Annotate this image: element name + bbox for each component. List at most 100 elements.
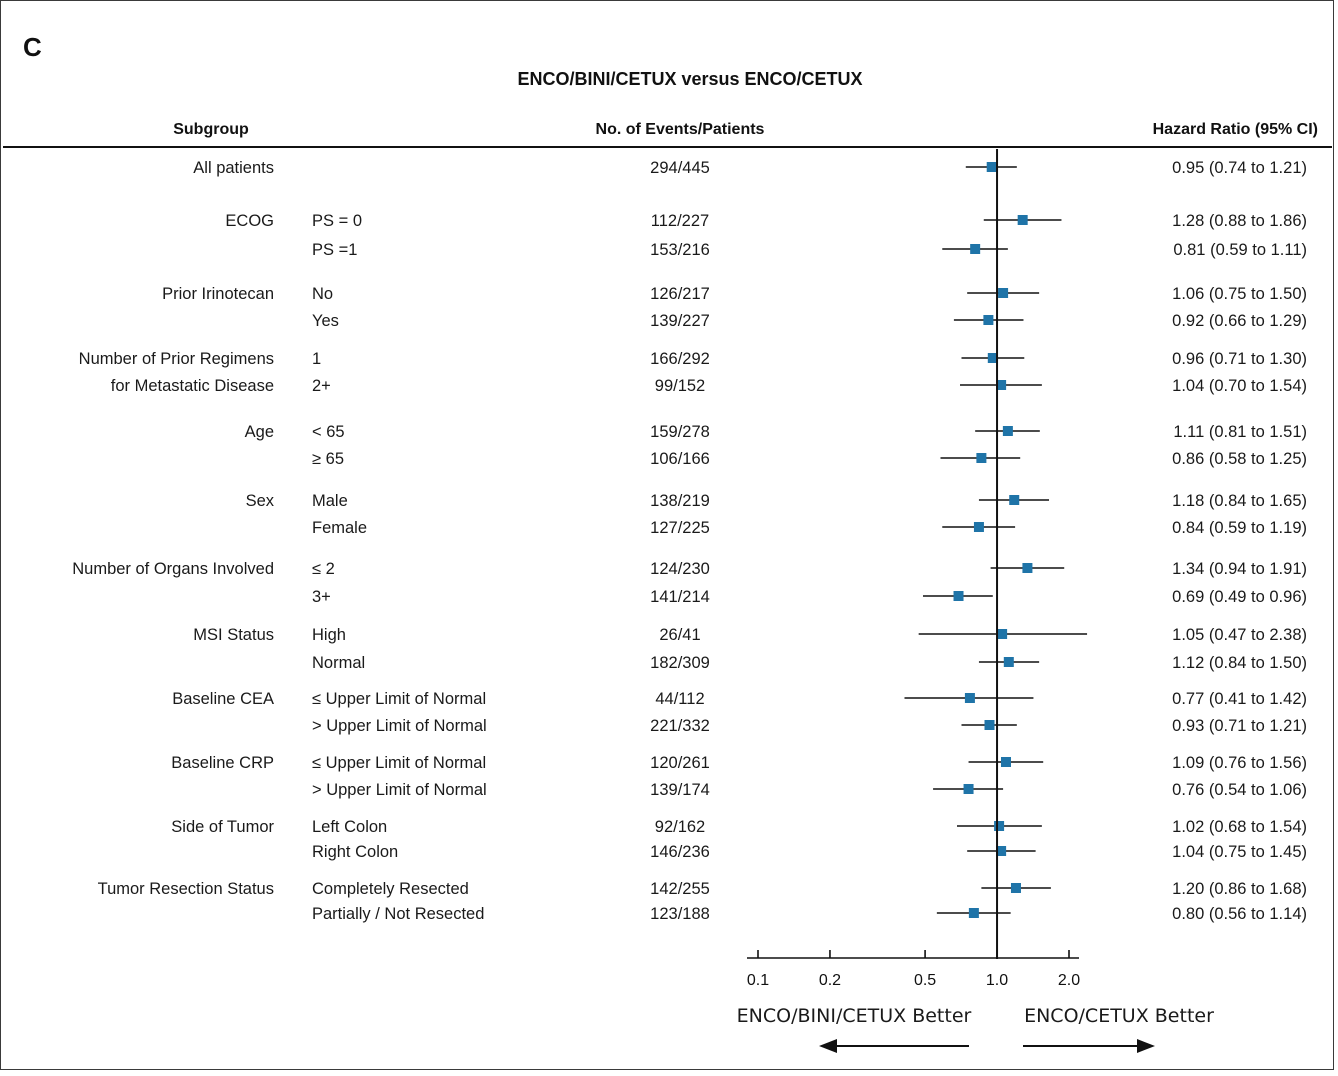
row-hazard-ratio: 1.18 (0.84 to 1.65) (1172, 492, 1307, 510)
row-group-label: MSI Status (193, 626, 274, 644)
left-favors-label: ENCO/BINI/CETUX Better (737, 1005, 972, 1027)
row-subgroup-label: ≤ 2 (312, 560, 335, 578)
row-subgroup-label: > Upper Limit of Normal (312, 781, 487, 799)
row-events: 112/227 (651, 212, 709, 230)
row-hazard-ratio: 0.86 (0.58 to 1.25) (1172, 450, 1307, 468)
row-hazard-ratio: 1.04 (0.75 to 1.45) (1172, 843, 1307, 861)
row-subgroup-label: Right Colon (312, 843, 398, 861)
hr-marker (964, 693, 975, 703)
row-hazard-ratio: 0.81 (0.59 to 1.11) (1173, 241, 1307, 259)
hr-marker (996, 846, 1007, 856)
row-events: 142/255 (650, 880, 710, 898)
row-subgroup-label: Left Colon (312, 818, 387, 836)
row-group-label: Baseline CRP (171, 754, 274, 772)
hr-marker (976, 453, 987, 463)
row-events: 294/445 (650, 159, 710, 177)
chart-title: ENCO/BINI/CETUX versus ENCO/CETUX (517, 69, 862, 89)
row-hazard-ratio: 0.95 (0.74 to 1.21) (1172, 159, 1307, 177)
row-hazard-ratio: 1.02 (0.68 to 1.54) (1172, 818, 1307, 836)
x-tick-label: 2.0 (1058, 972, 1080, 989)
x-tick-label: 0.5 (914, 972, 936, 989)
row-group-label: Tumor Resection Status (98, 880, 274, 898)
row-events: 182/309 (650, 654, 710, 672)
hr-marker (983, 315, 994, 325)
row-subgroup-label: Male (312, 492, 348, 510)
row-subgroup-label: > Upper Limit of Normal (312, 717, 487, 735)
row-subgroup-label: 1 (312, 350, 321, 368)
x-tick-label: 0.2 (819, 972, 841, 989)
row-events: 92/162 (655, 818, 705, 836)
header-events: No. of Events/Patients (596, 121, 765, 138)
row-subgroup-label: 2+ (312, 377, 331, 395)
row-group-label: Number of Prior Regimens (79, 350, 274, 368)
right-favors-label: ENCO/CETUX Better (1024, 1005, 1214, 1027)
left-arrow-icon (819, 1039, 837, 1053)
hr-marker (996, 380, 1007, 390)
row-group-label: All patients (193, 159, 274, 177)
row-hazard-ratio: 1.28 (0.88 to 1.86) (1172, 212, 1307, 230)
row-hazard-ratio: 1.06 (0.75 to 1.50) (1172, 285, 1307, 303)
row-subgroup-label: Yes (312, 312, 339, 330)
hr-marker (994, 821, 1005, 831)
row-hazard-ratio: 1.20 (0.86 to 1.68) (1172, 880, 1307, 898)
row-events: 138/219 (650, 492, 710, 510)
row-subgroup-label: Normal (312, 654, 365, 672)
row-subgroup-label: ≥ 65 (312, 450, 344, 468)
row-group-label: Age (245, 423, 274, 441)
header-hazard-ratio: Hazard Ratio (95% CI) (1153, 121, 1318, 138)
row-subgroup-label: PS =1 (312, 241, 357, 259)
hr-marker (970, 244, 981, 254)
row-subgroup-label: No (312, 285, 333, 303)
row-events: 126/217 (650, 285, 710, 303)
row-hazard-ratio: 0.96 (0.71 to 1.30) (1172, 350, 1307, 368)
hr-marker (1009, 495, 1020, 505)
panel-label: C (23, 32, 42, 62)
row-hazard-ratio: 1.11 (0.81 to 1.51) (1173, 423, 1307, 441)
row-subgroup-label: ≤ Upper Limit of Normal (312, 754, 486, 772)
row-subgroup-label: 3+ (312, 588, 331, 606)
row-hazard-ratio: 0.77 (0.41 to 1.42) (1172, 690, 1307, 708)
row-hazard-ratio: 0.84 (0.59 to 1.19) (1172, 519, 1307, 537)
hr-marker (953, 591, 964, 601)
row-hazard-ratio: 1.04 (0.70 to 1.54) (1172, 377, 1307, 395)
hr-marker (997, 629, 1008, 639)
x-tick-label: 1.0 (986, 972, 1008, 989)
hr-marker (1000, 757, 1011, 767)
row-events: 153/216 (650, 241, 710, 259)
hr-marker (1002, 426, 1013, 436)
row-subgroup-label: Completely Resected (312, 880, 469, 898)
hr-marker (1010, 883, 1021, 893)
row-events: 99/152 (655, 377, 705, 395)
row-events: 120/261 (650, 754, 710, 772)
row-group-label: Side of Tumor (171, 818, 274, 836)
row-events: 127/225 (650, 519, 710, 537)
row-hazard-ratio: 0.69 (0.49 to 0.96) (1172, 588, 1307, 606)
row-hazard-ratio: 0.92 (0.66 to 1.29) (1172, 312, 1307, 330)
row-group-label: Sex (246, 492, 275, 510)
hr-marker (987, 353, 998, 363)
row-hazard-ratio: 1.12 (0.84 to 1.50) (1172, 654, 1307, 672)
row-events: 141/214 (650, 588, 710, 606)
row-events: 221/332 (650, 717, 710, 735)
row-events: 106/166 (650, 450, 710, 468)
row-events: 26/41 (659, 626, 700, 644)
row-hazard-ratio: 1.09 (0.76 to 1.56) (1172, 754, 1307, 772)
hr-marker (1003, 657, 1014, 667)
row-events: 123/188 (650, 905, 710, 923)
right-arrow-icon (1137, 1039, 1155, 1053)
row-events: 166/292 (650, 350, 710, 368)
row-group-label: Prior Irinotecan (162, 285, 274, 303)
row-subgroup-label: High (312, 626, 346, 644)
row-events: 124/230 (650, 560, 710, 578)
hr-marker (973, 522, 984, 532)
hr-marker (963, 784, 974, 794)
row-group-label: for Metastatic Disease (111, 377, 274, 395)
row-events: 159/278 (650, 423, 710, 441)
row-group-label: Baseline CEA (172, 690, 274, 708)
row-hazard-ratio: 0.76 (0.54 to 1.06) (1172, 781, 1307, 799)
header-subgroup: Subgroup (173, 121, 249, 138)
row-events: 139/174 (650, 781, 710, 799)
row-subgroup-label: ≤ Upper Limit of Normal (312, 690, 486, 708)
